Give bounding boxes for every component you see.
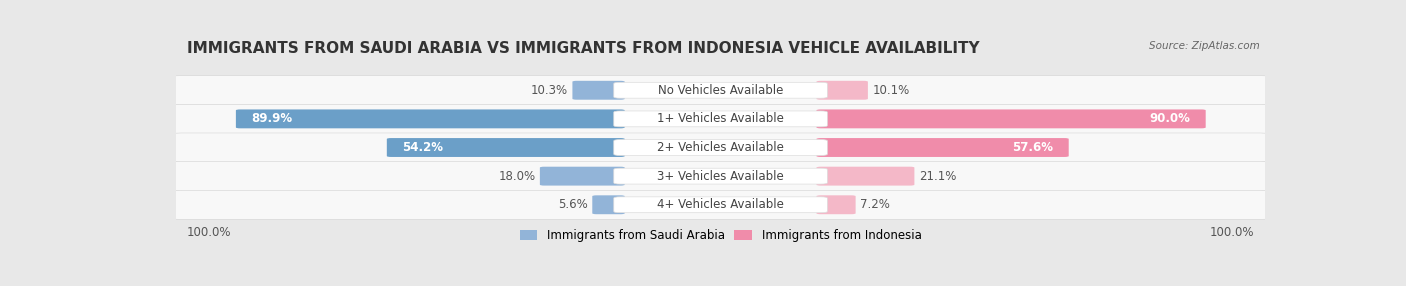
- Text: 10.1%: 10.1%: [872, 84, 910, 97]
- FancyBboxPatch shape: [387, 138, 624, 157]
- FancyBboxPatch shape: [236, 110, 624, 128]
- Text: 10.3%: 10.3%: [531, 84, 568, 97]
- FancyBboxPatch shape: [614, 111, 827, 127]
- Text: 54.2%: 54.2%: [402, 141, 443, 154]
- Text: 100.0%: 100.0%: [1211, 226, 1254, 239]
- Text: 1+ Vehicles Available: 1+ Vehicles Available: [657, 112, 785, 125]
- Text: 18.0%: 18.0%: [498, 170, 536, 183]
- FancyBboxPatch shape: [169, 133, 1272, 162]
- FancyBboxPatch shape: [169, 76, 1272, 105]
- FancyBboxPatch shape: [817, 81, 868, 100]
- FancyBboxPatch shape: [592, 195, 624, 214]
- Text: 57.6%: 57.6%: [1012, 141, 1053, 154]
- Text: 89.9%: 89.9%: [252, 112, 292, 125]
- Text: IMMIGRANTS FROM SAUDI ARABIA VS IMMIGRANTS FROM INDONESIA VEHICLE AVAILABILITY: IMMIGRANTS FROM SAUDI ARABIA VS IMMIGRAN…: [187, 41, 979, 56]
- Text: 5.6%: 5.6%: [558, 198, 588, 211]
- FancyBboxPatch shape: [817, 167, 914, 186]
- FancyBboxPatch shape: [572, 81, 624, 100]
- FancyBboxPatch shape: [169, 190, 1272, 219]
- Text: 3+ Vehicles Available: 3+ Vehicles Available: [657, 170, 785, 183]
- Text: 100.0%: 100.0%: [187, 226, 231, 239]
- Text: 21.1%: 21.1%: [918, 170, 956, 183]
- FancyBboxPatch shape: [817, 138, 1069, 157]
- FancyBboxPatch shape: [614, 197, 827, 213]
- FancyBboxPatch shape: [817, 195, 856, 214]
- Text: 7.2%: 7.2%: [860, 198, 890, 211]
- Text: No Vehicles Available: No Vehicles Available: [658, 84, 783, 97]
- Text: 4+ Vehicles Available: 4+ Vehicles Available: [657, 198, 785, 211]
- Text: 2+ Vehicles Available: 2+ Vehicles Available: [657, 141, 785, 154]
- FancyBboxPatch shape: [540, 167, 624, 186]
- Text: Source: ZipAtlas.com: Source: ZipAtlas.com: [1149, 41, 1260, 51]
- FancyBboxPatch shape: [817, 110, 1206, 128]
- FancyBboxPatch shape: [614, 140, 827, 155]
- FancyBboxPatch shape: [169, 104, 1272, 133]
- Legend: Immigrants from Saudi Arabia, Immigrants from Indonesia: Immigrants from Saudi Arabia, Immigrants…: [515, 224, 927, 247]
- FancyBboxPatch shape: [169, 162, 1272, 191]
- FancyBboxPatch shape: [614, 168, 827, 184]
- Text: 90.0%: 90.0%: [1150, 112, 1191, 125]
- FancyBboxPatch shape: [614, 82, 827, 98]
